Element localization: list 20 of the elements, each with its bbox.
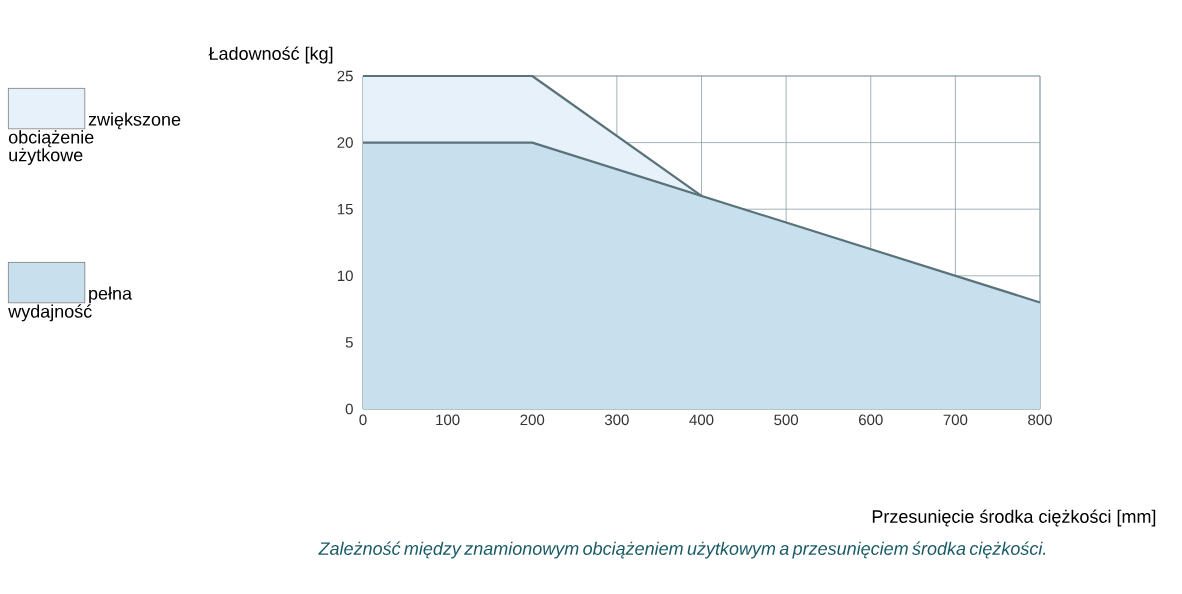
x-tick-label: 100: [436, 414, 460, 426]
text: Zależność między znamionowym obciążeniem użytkowym a przesunięciem środka ciężkości.: [318, 541, 1046, 559]
y-axis-title: Ładowność [kg]: [208, 46, 333, 64]
y-tick-label: 5: [345, 337, 353, 348]
x-tick-label: 400: [689, 414, 714, 426]
x-tick-label: 600: [859, 414, 883, 426]
legend-label: zwiększone obciążenie użytkowe: [8, 112, 181, 165]
x-tick-label: 200: [520, 414, 545, 426]
x-tick-label: 800: [1028, 414, 1052, 426]
legend-label: pełna wydajność: [8, 286, 133, 322]
y-tick-label: 15: [337, 203, 353, 215]
y-tick-label: 20: [337, 137, 353, 148]
x-tick-label: 300: [604, 414, 629, 426]
x-tick-label: 700: [943, 414, 968, 426]
y-tick-label: 0: [345, 403, 353, 415]
x-tick-label: 0: [359, 414, 367, 426]
y-tick-label: 10: [337, 270, 353, 282]
x-tick-label: 500: [774, 414, 799, 426]
x-axis-title: Przesunięcie środka ciężkości [mm]: [872, 509, 1156, 527]
y-tick-label: 25: [337, 70, 353, 82]
